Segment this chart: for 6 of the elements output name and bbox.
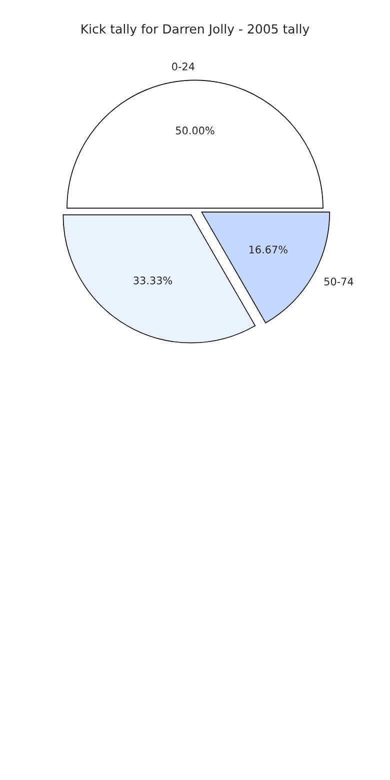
data-label: 50.00% [176,126,214,134]
data-label: 16.67% [249,246,288,254]
slice-label: 50-74 [324,278,354,286]
chart-title: Kick tally for Darren Jolly - 2005 tally [82,24,310,36]
data-label: 33.33% [134,276,172,284]
slice-label: 0-24 [172,62,194,70]
